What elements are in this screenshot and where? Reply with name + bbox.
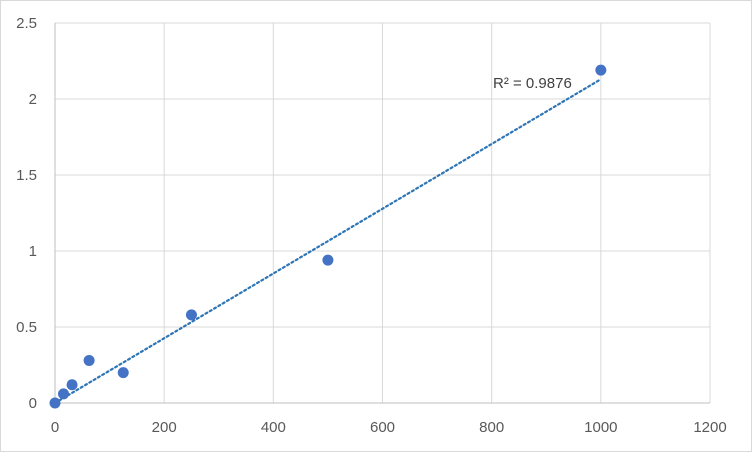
- y-tick-label: 0: [29, 395, 37, 412]
- y-tick-label: 2.5: [16, 15, 37, 32]
- x-tick-label: 200: [152, 419, 177, 436]
- r-squared-annotation: R² = 0.9876: [493, 75, 572, 92]
- data-point: [185, 309, 197, 321]
- y-tick-label: 2: [29, 91, 37, 108]
- data-point: [66, 379, 78, 391]
- data-point: [49, 397, 61, 409]
- x-axis-tick-labels: 0 200 400 600 800 1000 1200: [51, 419, 727, 436]
- x-tick-label: 800: [479, 419, 504, 436]
- x-tick-label: 0: [51, 419, 59, 436]
- gridlines: [55, 22, 711, 403]
- data-point: [322, 254, 334, 266]
- y-tick-label: 0.5: [16, 319, 37, 336]
- y-tick-label: 1: [29, 243, 37, 260]
- x-tick-label: 1200: [693, 419, 726, 436]
- axes: [54, 23, 710, 404]
- linear-trendline: [53, 78, 602, 405]
- x-tick-label: 1000: [584, 419, 617, 436]
- data-point: [83, 354, 95, 366]
- y-axis-tick-labels: 0 0.5 1 1.5 2 2.5: [16, 15, 37, 412]
- data-point: [58, 388, 70, 400]
- x-tick-label: 600: [370, 419, 395, 436]
- data-point: [117, 367, 129, 379]
- data-points: [49, 64, 607, 409]
- data-point: [595, 64, 607, 76]
- x-tick-label: 400: [261, 419, 286, 436]
- trendline-layer: [53, 78, 602, 405]
- y-tick-label: 1.5: [16, 167, 37, 184]
